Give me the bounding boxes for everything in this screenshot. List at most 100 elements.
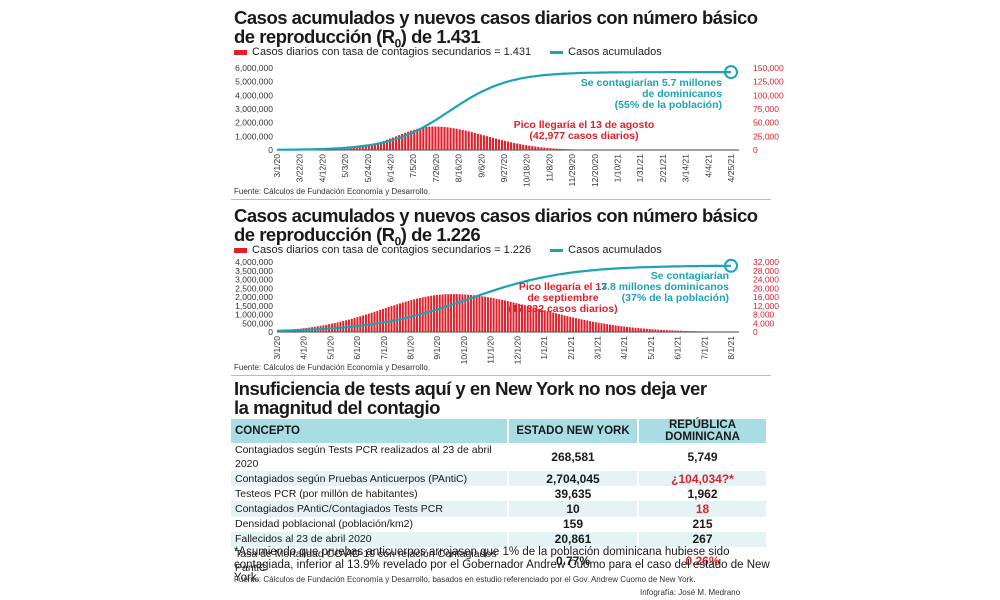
- chart1-daily-bar: [476, 133, 479, 150]
- chart2-right-tick-label: 4,000: [753, 318, 775, 328]
- chart1-daily-bar: [485, 136, 488, 150]
- header-rd: REPÚBLICA DOMINICANA: [638, 419, 768, 443]
- chart2-daily-bar: [427, 296, 430, 332]
- chart1-x-tick-label: 4/4/21: [703, 154, 713, 178]
- chart1-daily-bar: [361, 146, 364, 150]
- chart1-daily-bar: [479, 134, 482, 150]
- chart1-x-tick-label: 6/14/20: [386, 154, 396, 183]
- chart2-daily-bar: [529, 306, 532, 332]
- table-row: Densidad poblacional (población/km2) 159 2…: [231, 516, 768, 532]
- chart1-daily-bar: [567, 149, 570, 150]
- chart2-daily-bar: [540, 309, 543, 332]
- chart1-daily-bar: [525, 145, 528, 150]
- chart1-peak-annotation: (42,977 casos diarios): [529, 130, 638, 142]
- chart2-daily-bar: [353, 317, 356, 332]
- chart1-daily-bar: [346, 148, 349, 150]
- chart2-daily-bar: [668, 330, 671, 332]
- chart2-daily-bar: [373, 311, 376, 332]
- chart2-daily-bar: [333, 323, 336, 332]
- chart2-x-tick-label: 6/1/20: [352, 336, 362, 360]
- chart1-daily-bar: [494, 138, 498, 150]
- chart2-peak-annotation: de septiembre: [527, 292, 598, 304]
- chart2-daily-bar: [370, 312, 373, 332]
- chart1-x-tick-label: 1/31/21: [635, 154, 645, 183]
- chart2-x-tick-label: 7/1/21: [699, 336, 709, 360]
- chart1-daily-bar: [398, 135, 401, 150]
- chart2-daily-bar: [302, 328, 305, 332]
- chart2-daily-bar: [654, 329, 657, 332]
- chart1-daily-bar: [500, 140, 504, 150]
- row-concept: Contagiados PAntiC/Contagiados Tests PCR: [231, 501, 509, 517]
- chart2-daily-bar: [600, 323, 603, 332]
- chart1-daily-bar: [561, 148, 564, 150]
- chart1-daily-bar: [513, 142, 516, 150]
- chart2-daily-bar: [407, 300, 410, 332]
- chart2-x-tick-label: 11/1/20: [486, 336, 496, 364]
- chart1-daily-bar: [449, 127, 452, 150]
- table-row: Contagiados según Pruebas Anticuerpos (P…: [231, 471, 768, 487]
- chart1-title-line2: de reproducción (R0) de 1.431: [234, 26, 481, 51]
- chart2-daily-bar: [413, 299, 416, 332]
- chart2-daily-bar: [469, 294, 472, 332]
- chart2-x-tick-label: 6/1/21: [673, 336, 683, 360]
- chart1-source: Fuente: Cálculos de Fundación Economía y…: [234, 187, 431, 196]
- chart2-x-tick-label: 1/1/21: [539, 336, 549, 360]
- row-concept: Contagiados según Tests PCR realizados a…: [231, 443, 509, 471]
- chart2-right-tick-label: 20,000: [753, 283, 779, 293]
- chart2-endpoint-marker: [724, 258, 738, 273]
- table-row: Fallecidos al 23 de abril 2020 20,861 267: [231, 531, 768, 547]
- chart2-daily-bar: [577, 318, 580, 332]
- table-title-line2: la magnitud del contagio: [234, 397, 440, 418]
- chart1-right-tick-label: 150,000: [753, 63, 784, 73]
- table-title: Insuficiencia de tests aquí y en New Yor…: [234, 379, 774, 417]
- chart2-daily-bar: [518, 303, 521, 332]
- chart2-daily-bar: [294, 329, 297, 332]
- chart1-daily-bar: [507, 141, 510, 150]
- row-ny-value: 0.77%: [508, 546, 639, 575]
- chart2-x-tick-label: 5/1/21: [646, 336, 656, 360]
- chart1-legend-bar: Casos diarios con tasa de contagios secu…: [252, 46, 532, 58]
- chart1-daily-bar: [452, 128, 455, 150]
- chart1-total-annotation: Se contagiarían 5.7 millones: [581, 77, 722, 89]
- chart1-total-annotation: de dominicanos: [642, 88, 722, 100]
- chart2-daily-bar: [512, 302, 515, 332]
- chart2-daily-bar: [560, 314, 563, 332]
- chart2-x-tick-label: 12/1/20: [512, 336, 522, 365]
- chart2-daily-bar: [702, 331, 705, 332]
- chart2-daily-bar: [677, 330, 680, 332]
- chart2-daily-bar: [572, 317, 575, 332]
- table-row: Testeos PCR (por millón de habitantes) 39…: [231, 486, 768, 502]
- chart2-daily-bar: [643, 328, 646, 332]
- chart1-x-tick-label: 9/27/20: [499, 154, 509, 183]
- chart2-cumulative-line: [276, 264, 731, 332]
- chart2-daily-bar: [339, 321, 342, 332]
- chart2-x-tick-label: 2/1/21: [566, 336, 576, 360]
- chart1-daily-bar: [407, 131, 410, 150]
- chart2-daily-bar: [574, 318, 577, 332]
- chart1-daily-bar: [373, 143, 376, 150]
- row-ny-value: 159: [508, 516, 639, 532]
- chart1-daily-bar: [482, 135, 485, 150]
- chart2-left-tick-label: 500,000: [242, 318, 273, 328]
- row-concept: Contagiados según Pruebas Anticuerpos (P…: [231, 471, 509, 487]
- chart2-daily-bar: [447, 294, 450, 332]
- chart2-left-tick-label: 3,500,000: [235, 266, 273, 276]
- chart2-daily-bar: [362, 315, 365, 332]
- chart1-x-tick-label: 4/25/21: [726, 154, 736, 183]
- chart1-daily-bar: [434, 126, 437, 150]
- chart2-daily-bar: [444, 294, 447, 332]
- chart1-daily-bar: [516, 143, 519, 150]
- chart2-left-tick-label: 0: [268, 327, 273, 337]
- chart2-daily-bar: [481, 296, 484, 332]
- chart1-x-tick-label: 3/22/20: [295, 154, 305, 183]
- chart2-daily-bar: [325, 324, 328, 332]
- chart2-daily-bar: [526, 305, 529, 332]
- chart1-daily-bar: [446, 127, 449, 150]
- chart2-daily-bar: [523, 305, 526, 332]
- chart1-right-tick-label: 0: [753, 145, 758, 155]
- chart2-daily-bar: [608, 324, 611, 332]
- chart2-daily-bar: [299, 328, 302, 332]
- chart2-daily-bar: [691, 331, 694, 332]
- chart1-daily-bar: [416, 128, 419, 150]
- chart2-total-annotation: (37% de la población): [622, 292, 729, 304]
